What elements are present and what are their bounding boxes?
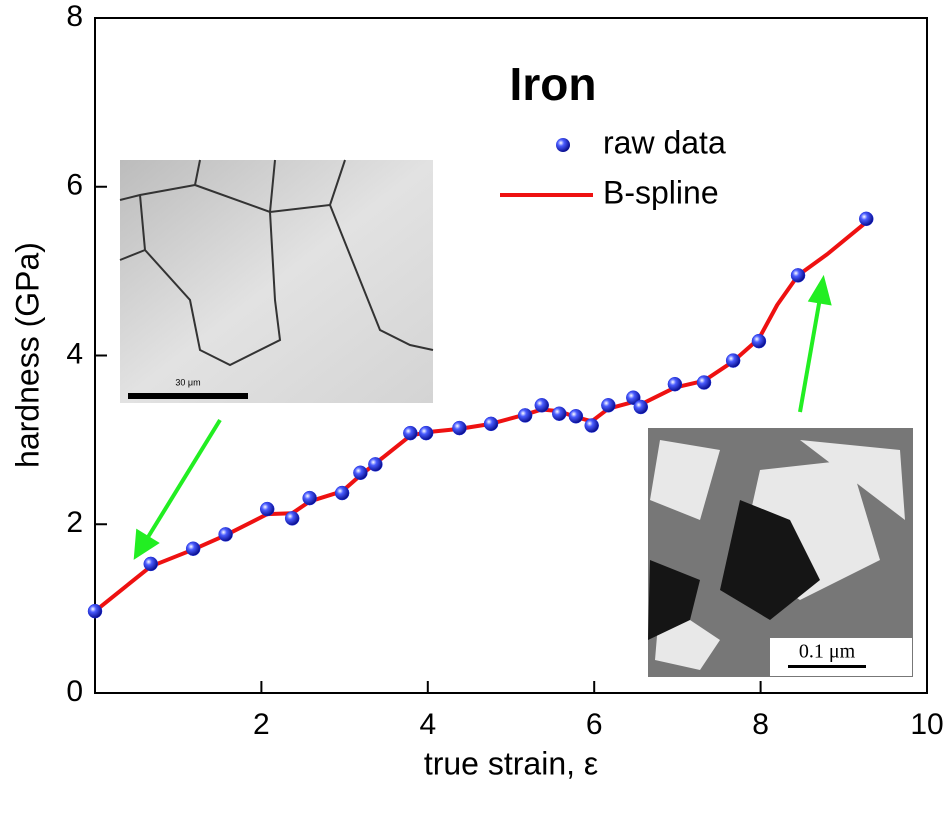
grain-boundaries [119,159,434,367]
data-point [143,556,158,572]
y-tick-label: 2 [66,506,83,539]
data-point [790,268,806,283]
legend-label: raw data [603,124,726,160]
y-tick-label: 4 [66,337,83,370]
data-point [185,541,201,556]
dark-regions [648,500,820,640]
data-point [483,416,499,432]
data-point [87,603,103,619]
arrow-head [807,274,832,306]
data-point [601,398,616,413]
data-point [552,406,567,421]
insets: 30 μm 0.1 μm [119,159,913,677]
y-tick-label: 8 [66,0,83,33]
arrow [798,297,822,413]
scale-label: 0.1 μm [799,641,856,663]
scale-label: 30 μm [175,377,200,387]
data-point [517,408,533,423]
data-point [284,511,300,526]
data-point [751,333,767,349]
x-tick-label: 6 [586,708,603,741]
data-point [353,465,368,481]
data-point [568,409,584,424]
chart-title: Iron [510,58,597,110]
data-point [696,375,712,390]
data-point [667,376,683,392]
arrows [133,274,832,560]
data-point [859,211,874,227]
data-point [534,398,550,413]
y-axis-label: hardness (GPa) [9,242,45,468]
data-point [452,420,467,436]
data-point [302,490,317,506]
data-point [725,353,741,368]
scale-bar [788,665,866,668]
data-point [218,527,233,542]
micrograph-coarse [120,160,433,403]
arrow-head [133,528,160,560]
y-tick-label: 0 [66,675,83,708]
data-point [368,457,383,472]
data-point [633,399,649,415]
scale-bar [128,393,248,399]
x-tick-label: 2 [253,708,270,741]
x-tick-label: 8 [752,708,769,741]
x-tick-label: 10 [910,708,943,741]
legend-marker [556,138,570,152]
data-point [403,425,418,441]
data-point [259,501,275,517]
x-tick-label: 4 [419,708,436,741]
data-point [584,418,599,433]
x-axis-label: true strain, ε [424,745,598,781]
y-tick-label: 6 [66,169,83,202]
legend-label: B-spline [603,174,719,210]
data-point [334,485,350,501]
arrow [143,418,222,544]
scale-box [770,638,912,676]
data-point [418,425,434,441]
